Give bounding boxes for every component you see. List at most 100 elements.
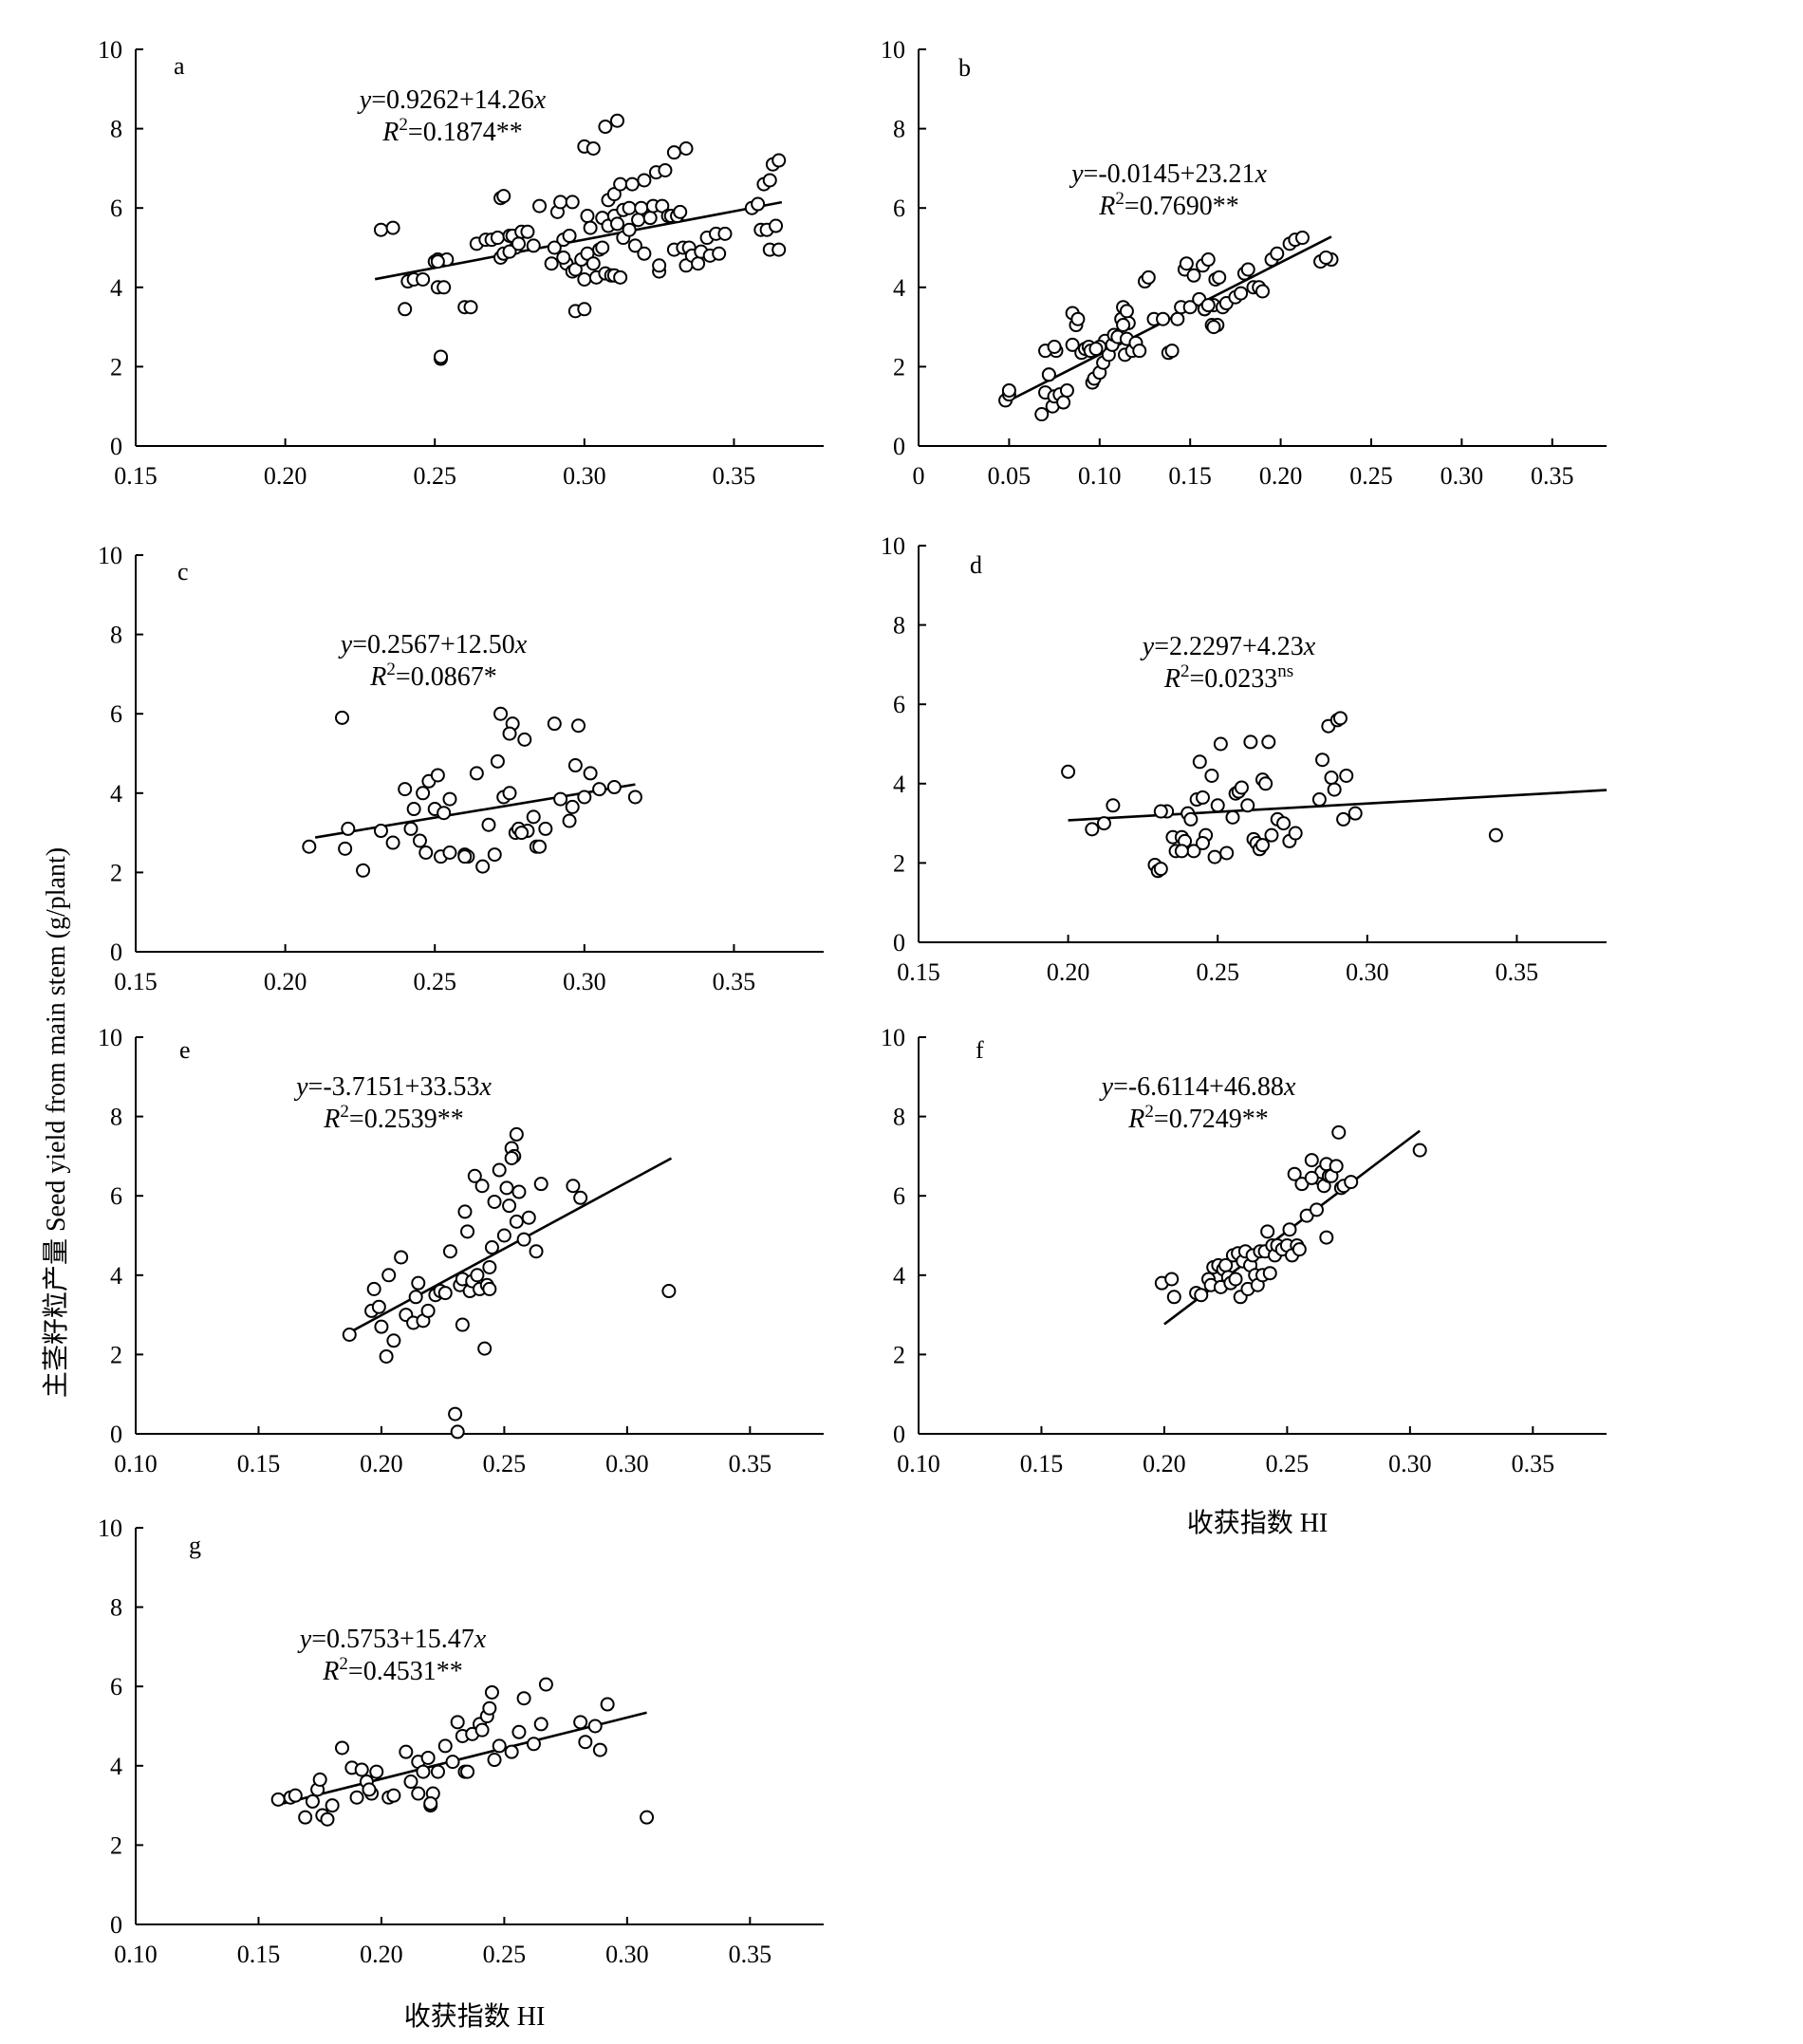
- y-tick-label: 10: [881, 532, 905, 560]
- data-point: [403, 1775, 418, 1790]
- data-point: [1200, 298, 1216, 313]
- data-point: [583, 220, 598, 235]
- data-point: [1311, 792, 1327, 808]
- panel-e: 0 2 4 6 8 10 0.10 0.15 0.20 0.25 0.30 0.35 e y=-3.715…: [98, 1024, 824, 1477]
- data-point: [484, 1240, 499, 1255]
- data-point: [771, 153, 787, 168]
- data-point: [521, 1210, 536, 1225]
- x-tick-label: 0.25: [413, 462, 456, 490]
- data-point: [492, 1162, 507, 1178]
- data-point: [496, 189, 511, 204]
- data-point: [1344, 1175, 1359, 1190]
- data-point: [460, 1764, 475, 1779]
- data-point: [474, 1179, 490, 1194]
- data-point: [1304, 1153, 1319, 1168]
- data-point: [434, 349, 449, 364]
- data-point: [712, 246, 727, 261]
- data-point: [666, 145, 681, 160]
- data-point: [600, 1697, 615, 1712]
- data-point: [1225, 809, 1240, 825]
- y-tick-label: 8: [893, 116, 905, 143]
- data-point: [385, 220, 400, 235]
- y-tick-label: 10: [881, 1024, 905, 1051]
- data-point: [423, 1796, 438, 1812]
- data-point: [586, 141, 601, 156]
- data-point: [420, 1750, 436, 1765]
- data-point: [1339, 768, 1354, 783]
- regression-equation: y=0.9262+14.26x: [357, 85, 547, 115]
- regression-equation: y=0.2567+12.50x: [338, 630, 528, 660]
- data-point: [622, 200, 637, 215]
- panel-d: 0 2 4 6 8 10 0.15 0.20 0.25 0.30 0.35 d y=2.2297+4.2…: [881, 532, 1608, 986]
- data-point: [373, 824, 388, 839]
- data-point: [529, 1244, 544, 1259]
- data-point: [1255, 838, 1270, 853]
- data-point: [1240, 798, 1255, 813]
- data-point: [565, 195, 580, 210]
- data-point: [342, 1328, 357, 1342]
- data-point: [526, 809, 541, 825]
- regression-equation: y=0.5753+15.47x: [297, 1625, 487, 1654]
- data-point: [1412, 1143, 1427, 1158]
- data-point: [1195, 790, 1210, 805]
- data-point: [526, 238, 541, 253]
- data-point: [430, 254, 445, 269]
- data-point: [430, 768, 445, 783]
- data-point: [627, 790, 642, 805]
- data-point: [622, 222, 637, 237]
- data-point: [544, 256, 559, 271]
- x-tick-label: 0.25: [1196, 958, 1239, 986]
- panels: 0 2 4 6 8 10 0.15 0.20 0.25 0.30 0.35 a y=0.9262+14.…: [98, 36, 1608, 1968]
- y-tick-label: 0: [110, 1911, 122, 1939]
- panel-letter: g: [189, 1532, 201, 1559]
- y-tick-label: 8: [110, 1104, 122, 1131]
- y-tick-label: 6: [893, 195, 905, 222]
- data-point: [437, 1286, 453, 1301]
- data-point: [445, 1755, 460, 1770]
- x-tick-label: 0.35: [729, 1941, 772, 1968]
- x-tick-label: 0.30: [563, 968, 606, 995]
- data-point: [406, 802, 421, 817]
- data-point: [312, 1772, 327, 1787]
- data-point: [673, 204, 688, 219]
- y-tick-label: 8: [110, 116, 122, 143]
- data-point: [305, 1793, 320, 1809]
- y-tick-label: 10: [881, 36, 905, 64]
- y-tick-label: 8: [893, 612, 905, 640]
- data-point: [320, 1812, 335, 1827]
- data-point: [511, 236, 526, 251]
- y-tick-label: 4: [110, 780, 122, 808]
- y-tick-label: 0: [893, 433, 905, 460]
- x-tick-label: 0.20: [264, 968, 307, 995]
- x-tick-label: 0.30: [1441, 462, 1484, 490]
- data-point: [1207, 849, 1222, 864]
- data-point: [562, 813, 577, 828]
- data-point: [577, 302, 592, 317]
- r-squared-label: R2=0.4531**: [322, 1654, 462, 1686]
- data-point: [1179, 256, 1194, 271]
- data-point: [553, 791, 568, 807]
- data-point: [634, 200, 649, 215]
- data-point: [566, 1179, 581, 1194]
- x-tick-label: 0.15: [114, 968, 158, 995]
- y-tick-label: 6: [110, 700, 122, 728]
- data-point: [1336, 811, 1351, 827]
- regression-line: [283, 1711, 647, 1805]
- data-point: [354, 1762, 369, 1777]
- data-point: [1270, 246, 1285, 261]
- data-point: [482, 1259, 497, 1274]
- data-point: [442, 845, 457, 860]
- data-point: [658, 162, 673, 177]
- data-point: [613, 269, 628, 285]
- panel-letter: f: [976, 1036, 984, 1064]
- y-tick-label: 4: [893, 771, 905, 798]
- x-tick-label: 0.20: [1259, 462, 1303, 490]
- x-tick-label: 0.30: [1388, 1450, 1432, 1477]
- y-tick-label: 4: [893, 1262, 905, 1290]
- y-tick-label: 2: [110, 1341, 122, 1368]
- data-point: [1318, 250, 1333, 265]
- data-point: [1287, 1166, 1302, 1181]
- data-point: [1041, 367, 1056, 382]
- data-point: [1096, 816, 1111, 831]
- data-point: [1212, 269, 1227, 285]
